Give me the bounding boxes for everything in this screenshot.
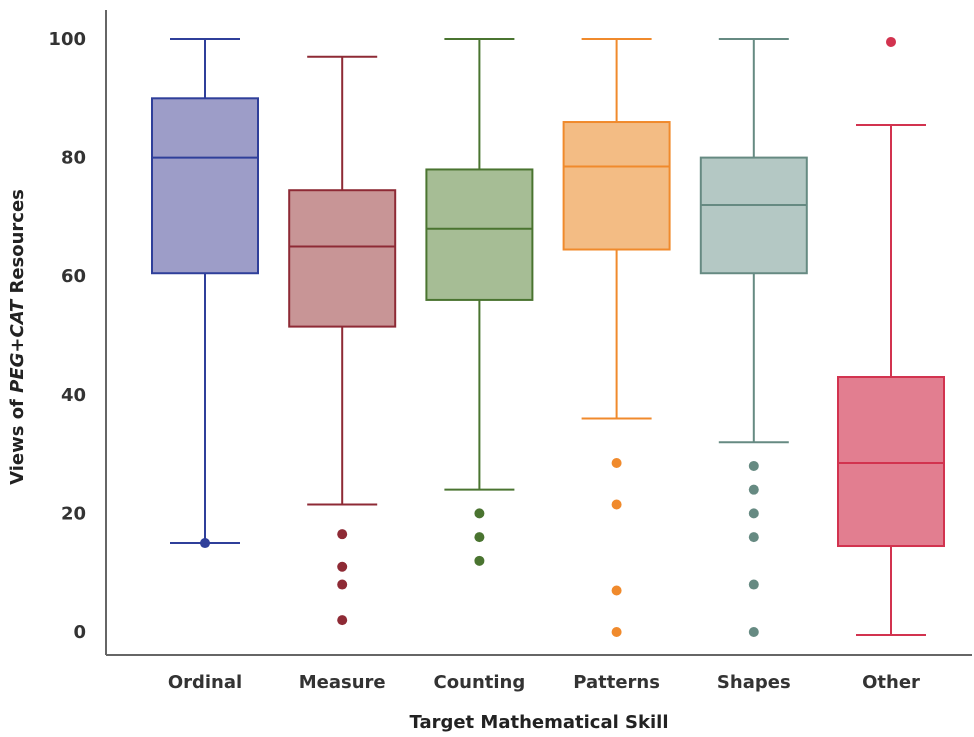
box-patterns — [562, 38, 671, 637]
y-tick-label: 80 — [61, 148, 86, 169]
outlier-point — [337, 579, 348, 590]
outlier-point — [748, 579, 759, 590]
outlier-point — [748, 532, 759, 543]
y-axis-title: Views of PEG+CAT Resources — [7, 189, 28, 485]
outlier-point — [337, 615, 348, 626]
outlier-point — [611, 499, 622, 510]
y-axis-title-suffix: Resources — [7, 189, 28, 300]
y-axis-title-prefix: Views of — [7, 393, 28, 485]
x-tick-label: Counting — [434, 672, 526, 693]
x-tick-label: Patterns — [573, 672, 660, 693]
y-tick-label: 40 — [61, 385, 86, 406]
y-tick-label: 0 — [73, 622, 86, 643]
box-series — [151, 36, 945, 637]
x-tick-label: Other — [862, 672, 920, 693]
x-tick-label: Ordinal — [168, 672, 242, 693]
iqr-box — [837, 376, 945, 548]
outlier-point — [748, 508, 759, 519]
outlier-point — [886, 36, 896, 47]
x-tick-label: Shapes — [717, 672, 791, 693]
outlier-point — [474, 532, 485, 543]
outlier-point — [474, 555, 485, 566]
outlier-point — [611, 585, 622, 596]
y-tick-label: 60 — [61, 266, 86, 287]
outlier-point — [748, 460, 759, 471]
x-axis-ticks: Ordinal Measure Counting Patterns Shapes Othe… — [168, 672, 920, 693]
outlier-point — [748, 484, 759, 495]
iqr-box — [288, 189, 397, 328]
iqr-box — [699, 156, 808, 275]
iqr-box — [425, 168, 534, 301]
outlier-point — [200, 538, 210, 549]
x-axis-title: Target Mathematical Skill — [409, 712, 668, 733]
outlier-point — [611, 457, 622, 468]
outlier-point — [337, 529, 348, 540]
outlier-point — [337, 561, 348, 572]
iqr-box — [562, 121, 671, 251]
axes — [105, 10, 972, 656]
box-ordinal — [151, 38, 259, 549]
box-counting — [425, 38, 534, 566]
y-axis-title-emphasis: PEG+CAT — [7, 298, 28, 393]
outlier-point — [611, 627, 622, 637]
box-measure — [288, 55, 397, 626]
outlier-point — [474, 508, 485, 519]
y-axis-ticks: 0 20 40 60 80 100 — [48, 29, 86, 643]
outlier-point — [748, 627, 759, 637]
y-tick-label: 100 — [48, 29, 86, 50]
iqr-box — [151, 97, 259, 275]
y-tick-label: 20 — [61, 503, 86, 524]
x-tick-label: Measure — [299, 672, 386, 693]
box-shapes — [699, 38, 808, 637]
box-other — [837, 36, 945, 636]
